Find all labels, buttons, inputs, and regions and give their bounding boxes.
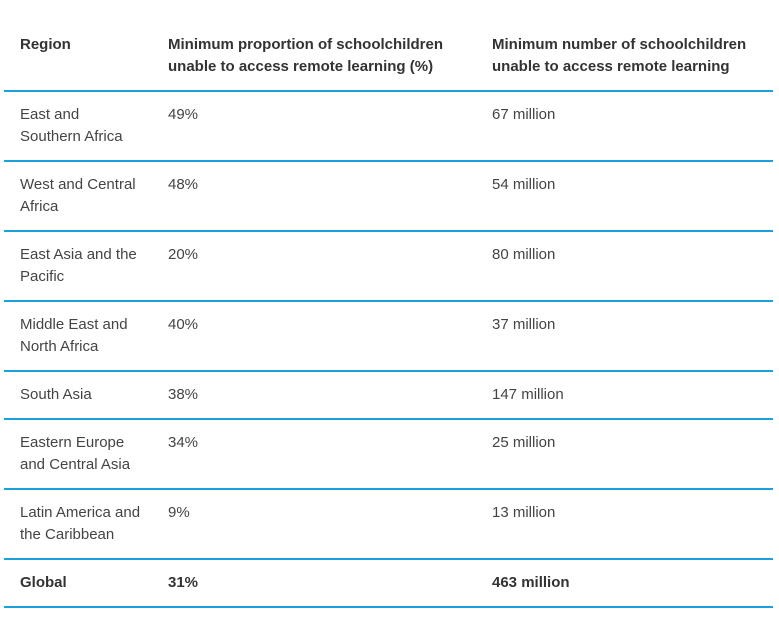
cell-number: 25 million bbox=[476, 419, 773, 490]
cell-region: Middle East and North Africa bbox=[4, 301, 152, 372]
cell-proportion: 40% bbox=[152, 301, 476, 372]
cell-number: 147 million bbox=[476, 371, 773, 420]
cell-proportion: 48% bbox=[152, 161, 476, 232]
table-row: East Asia and the Pacific 20% 80 million bbox=[4, 231, 773, 302]
cell-number: 67 million bbox=[476, 91, 773, 162]
cell-proportion: 34% bbox=[152, 419, 476, 490]
header-region: Region bbox=[4, 24, 152, 92]
table-row: West and Central Africa 48% 54 million bbox=[4, 161, 773, 232]
cell-number: 13 million bbox=[476, 489, 773, 560]
cell-region: Latin America and the Caribbean bbox=[4, 489, 152, 560]
cell-number: 54 million bbox=[476, 161, 773, 232]
cell-region: East Asia and the Pacific bbox=[4, 231, 152, 302]
total-number: 463 million bbox=[476, 559, 773, 608]
table-row: East and Southern Africa 49% 67 million bbox=[4, 91, 773, 162]
header-row: Region Minimum proportion of schoolchild… bbox=[4, 24, 773, 92]
table-row: Eastern Europe and Central Asia 34% 25 m… bbox=[4, 419, 773, 490]
table-row: Middle East and North Africa 40% 37 mill… bbox=[4, 301, 773, 372]
header-proportion: Minimum proportion of schoolchildren una… bbox=[152, 24, 476, 92]
cell-region: West and Central Africa bbox=[4, 161, 152, 232]
cell-region: East and Southern Africa bbox=[4, 91, 152, 162]
data-table-container: Region Minimum proportion of schoolchild… bbox=[4, 24, 773, 608]
global-total-row: Global 31% 463 million bbox=[4, 559, 773, 608]
cell-proportion: 38% bbox=[152, 371, 476, 420]
total-proportion: 31% bbox=[152, 559, 476, 608]
cell-proportion: 49% bbox=[152, 91, 476, 162]
table-row: Latin America and the Caribbean 9% 13 mi… bbox=[4, 489, 773, 560]
remote-learning-table: Region Minimum proportion of schoolchild… bbox=[4, 24, 773, 608]
cell-proportion: 9% bbox=[152, 489, 476, 560]
cell-number: 80 million bbox=[476, 231, 773, 302]
cell-region: Eastern Europe and Central Asia bbox=[4, 419, 152, 490]
table-row: South Asia 38% 147 million bbox=[4, 371, 773, 420]
header-number: Minimum number of schoolchildren unable … bbox=[476, 24, 773, 92]
total-region: Global bbox=[4, 559, 152, 608]
cell-number: 37 million bbox=[476, 301, 773, 372]
table-header: Region Minimum proportion of schoolchild… bbox=[4, 24, 773, 92]
cell-proportion: 20% bbox=[152, 231, 476, 302]
cell-region: South Asia bbox=[4, 371, 152, 420]
table-body: East and Southern Africa 49% 67 million … bbox=[4, 91, 773, 608]
